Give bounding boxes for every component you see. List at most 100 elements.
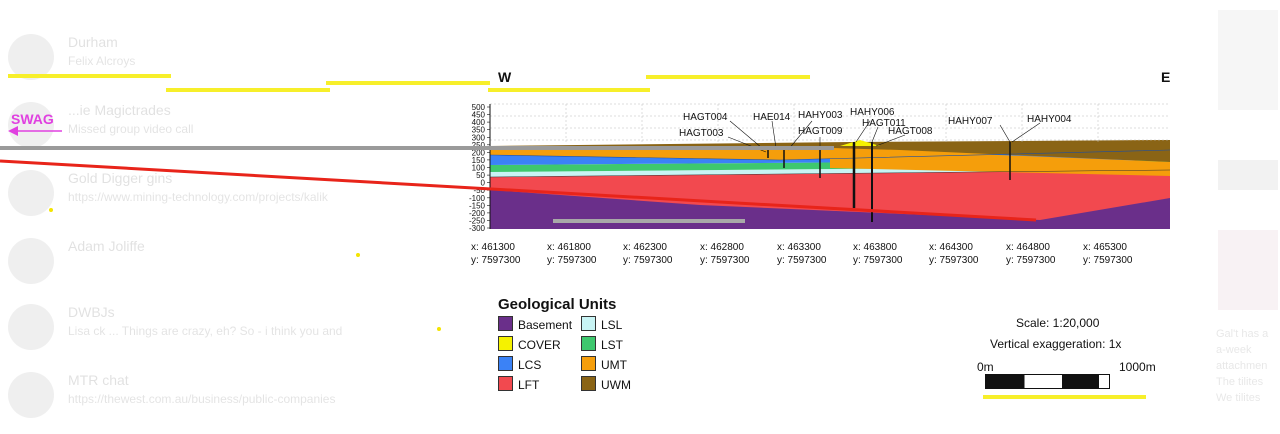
swag-label: SWAG (11, 111, 54, 127)
chat-item[interactable]: Gold Digger gins https://www.mining-techn… (0, 166, 430, 232)
west-label: W (498, 69, 512, 85)
highlight-mark (8, 74, 171, 78)
text-line: The tilites (1216, 376, 1264, 388)
drillhole-label: HAHY003 (798, 110, 843, 121)
legend-item: LST (581, 336, 623, 352)
geological-cross-section: 500450400350300250200150100500-50-100-15… (0, 103, 1171, 233)
drillhole-label: HAGT008 (888, 126, 933, 137)
legend-title: Geological Units (498, 296, 617, 313)
highlight-dot (49, 208, 53, 212)
chat-item[interactable]: Durham Felix Alcroys (0, 30, 430, 96)
highlight-mark (983, 395, 1146, 399)
y-tick-label: 400 (472, 118, 486, 127)
legend-item: UMT (581, 356, 627, 372)
coordinate-label: x: 463800 y: 7597300 (853, 242, 903, 266)
drillhole-label: HAE014 (753, 112, 791, 123)
y-tick-label: 50 (476, 171, 485, 180)
coordinate-label: x: 461800 y: 7597300 (547, 242, 597, 266)
legend-swatch (498, 376, 513, 391)
y-tick-label: 300 (472, 133, 486, 142)
drillhole-leaders (727, 120, 1041, 153)
unit-cover (840, 140, 880, 146)
chat-name: MTR chat (68, 372, 129, 388)
drillhole-labels: HAGT004 HAGT003 HAE014 HAHY003 HAGT009 H… (679, 107, 1072, 139)
drillhole-label: HAGT011 (862, 118, 906, 129)
section-grid (490, 103, 1170, 144)
drillhole-label: HAHY004 (1027, 114, 1072, 125)
legend-item: LFT (498, 376, 539, 392)
y-tick-label: 450 (472, 111, 486, 120)
coordinate-label: x: 462800 y: 7597300 (700, 242, 750, 266)
highlight-mark (488, 88, 650, 92)
legend-swatch (581, 316, 596, 331)
legend-item: UWM (581, 376, 631, 392)
chat-item[interactable]: MTR chat https://thewest.com.au/business/… (0, 368, 430, 434)
highlight-mark (326, 81, 490, 85)
legend-label: LFT (518, 378, 540, 392)
thumbnail (1218, 160, 1278, 190)
highlight-mark (166, 88, 330, 92)
swag-arrow-head (8, 126, 18, 136)
scale-start-label: 0m (977, 360, 994, 374)
y-tick-label: -150 (469, 201, 486, 210)
coordinate-label: x: 465300 y: 7597300 (1083, 242, 1133, 266)
y-tick-label: 200 (472, 148, 486, 157)
drillhole-label: HAGT004 (683, 112, 728, 123)
avatar (8, 238, 54, 284)
vertical-exaggeration: Vertical exaggeration: 1x (990, 337, 1122, 351)
drillhole-label: HAHY007 (948, 116, 993, 127)
legend-swatch (581, 376, 596, 391)
legend-swatch (498, 336, 513, 351)
coordinate-label: x: 463300 y: 7597300 (777, 242, 827, 266)
coordinate-label: x: 461300 y: 7597300 (471, 242, 521, 266)
east-label: E (1161, 69, 1171, 85)
y-tick-label: 250 (472, 141, 486, 150)
coordinate-label: x: 462300 y: 7597300 (623, 242, 673, 266)
legend-swatch (581, 336, 596, 351)
y-tick-label: 350 (472, 126, 486, 135)
y-tick-label: -100 (469, 194, 486, 203)
chat-preview: Felix Alcroys (68, 54, 136, 68)
legend-item: COVER (498, 336, 561, 352)
chat-item[interactable]: Adam Joliffe (0, 234, 430, 300)
drillhole-label: HAHY006 (850, 107, 895, 118)
legend-label: LCS (518, 358, 542, 372)
highlight-mark (646, 75, 810, 79)
chat-item[interactable]: DWBJs Lisa ck ... Things are crazy, eh? S… (0, 300, 430, 366)
chat-name: Gold Digger gins (68, 170, 173, 186)
y-tick-label: -300 (469, 224, 486, 233)
drillhole-label: HAGT009 (798, 126, 843, 137)
drillholes (767, 142, 1011, 222)
chat-preview: https://thewest.com.au/business/public-c… (68, 392, 336, 406)
legend-item: LCS (498, 356, 541, 372)
chat-preview: Missed group video call (68, 122, 194, 136)
chat-name: Adam Joliffe (68, 238, 145, 254)
y-tick-label: 150 (472, 156, 486, 165)
unit-umt-upper (830, 148, 1170, 176)
legend-label: Basement (518, 318, 573, 332)
legend-label: UMT (601, 358, 627, 372)
legend-label: LST (601, 338, 624, 352)
avatar (8, 170, 54, 216)
chat-name: Durham (68, 34, 118, 50)
text-line: Gal't has a (1216, 328, 1269, 340)
y-tick-label: -50 (473, 186, 485, 195)
boundary-line (489, 149, 1171, 161)
y-tick-label: -250 (469, 216, 486, 225)
chat-item[interactable]: ...ie Magictrades Missed group video call (0, 98, 430, 164)
text-line: attachmen (1216, 360, 1268, 372)
y-tick-label: 0 (481, 179, 486, 188)
avatar (8, 102, 54, 148)
highlight-dot (437, 327, 441, 331)
chat-name: DWBJs (68, 304, 115, 320)
legend-label: COVER (518, 338, 561, 352)
boundary-line (489, 169, 1171, 178)
y-tick-label: -200 (469, 209, 486, 218)
right-panel: Gal't has a a-week attachmen The tilites… (1212, 0, 1280, 425)
scale-end-label: 1000m (1119, 360, 1156, 374)
legend-swatch (498, 356, 513, 371)
thumbnail (1218, 10, 1278, 110)
unit-lft (490, 170, 1170, 220)
y-axis-ticks: 500450400350300250200150100500-50-100-15… (469, 103, 490, 233)
legend-item: LSL (581, 316, 622, 332)
